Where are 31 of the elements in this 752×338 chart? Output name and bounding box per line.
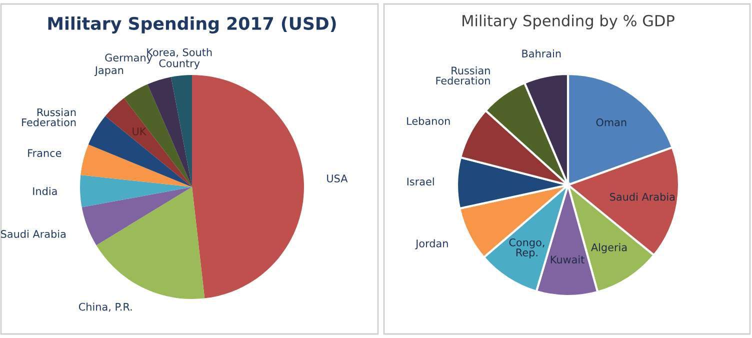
slice-label: Lebanon [407,116,450,125]
slice-label: UK [132,128,146,136]
slice-label: Saudi Arabia [610,192,674,201]
slice-label: Algeria [591,243,627,254]
slice-label: Israel [407,177,434,186]
slice-label: China, P.R. [78,302,132,312]
chart-title: Military Spending by % GDP [462,14,674,30]
pie-slice [80,144,192,187]
slice-label: Congo, Rep. [509,238,544,258]
chart-title: Military Spending 2017 (USD) [48,16,336,34]
pie-slice [96,187,205,299]
slice-label: France [28,149,62,158]
slice-label: Russian Federation [22,108,76,126]
slice-label: Bahrain [522,49,561,58]
slice-label: Japan [94,66,124,76]
pie-slice [80,175,192,208]
pie-slice [88,116,192,187]
pie-slice [148,76,192,187]
category-label: Country [159,59,200,70]
pie-slice [82,187,192,246]
slice-label: Jordan [415,239,448,250]
pie-slice [171,75,192,187]
slice-label: Oman [596,118,626,126]
slice-label: India [33,187,57,196]
pie-slice [192,75,304,298]
slice-label: USA [327,174,348,182]
pie-slice [105,98,192,187]
pie-slice [124,84,192,187]
slice-label: Kuwait [550,255,584,264]
slice-label: Russian Federation [436,66,490,85]
slice-label: Saudi Arabia [1,230,66,238]
